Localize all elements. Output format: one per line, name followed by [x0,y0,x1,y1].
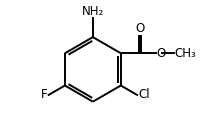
Text: CH₃: CH₃ [174,47,196,60]
Text: F: F [41,88,47,101]
Text: O: O [157,47,166,60]
Text: NH₂: NH₂ [82,5,104,18]
Text: O: O [135,22,144,35]
Text: Cl: Cl [138,88,150,101]
